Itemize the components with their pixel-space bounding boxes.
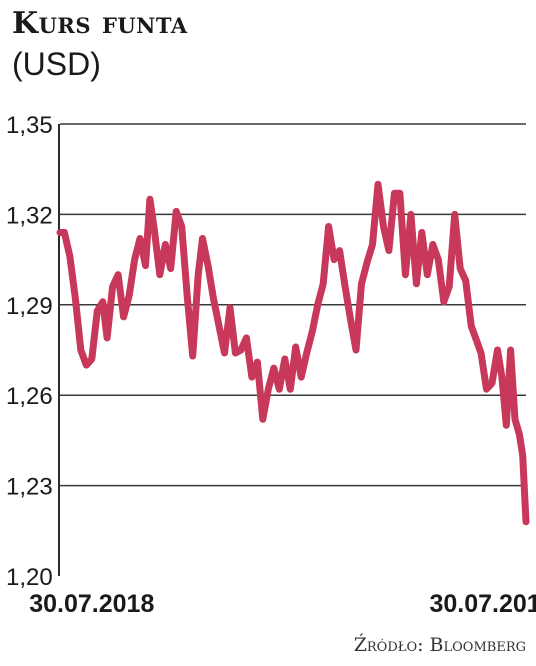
x-date-label: 30.07.2019 [429, 590, 536, 618]
gbp-usd-rate-line [56, 180, 530, 526]
y-tick-label: 1,32 [6, 202, 53, 229]
y-axis-tick-labels: 1,35 1,32 1,29 1,26 1,23 1,20 [6, 112, 53, 591]
chart-source: Źródło: Bloomberg [353, 634, 526, 656]
horizontal-gridlines [60, 123, 526, 487]
x-axis-date-labels: 30.07.2018 30.07.2019 [29, 590, 536, 618]
chart-title: Kurs funta [12, 6, 188, 41]
y-tick-label: 1,26 [6, 383, 53, 410]
x-date-label: 30.07.2018 [29, 590, 154, 618]
chart-subtitle: (USD) [12, 46, 101, 82]
y-tick-label: 1,20 [6, 564, 53, 591]
y-tick-label: 1,29 [6, 293, 53, 320]
y-tick-label: 1,35 [6, 112, 53, 139]
y-tick-label: 1,23 [6, 474, 53, 501]
